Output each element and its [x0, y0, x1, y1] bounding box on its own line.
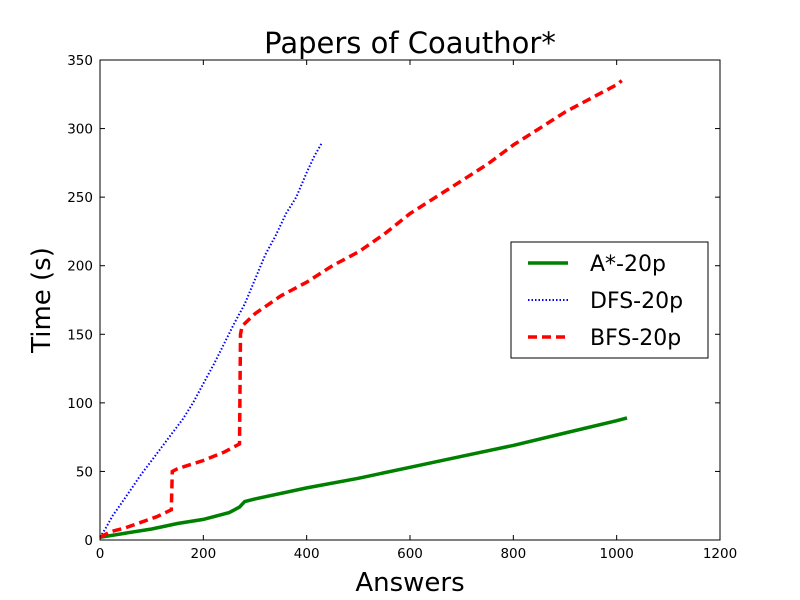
x-axis-title: Answers	[355, 568, 464, 598]
legend-label-3: BFS-20p	[590, 326, 681, 351]
y-tick-label: 200	[67, 259, 93, 275]
series-line-1	[99, 416, 628, 540]
y-tick-label: 0	[84, 533, 93, 549]
x-tick-label: 200	[190, 546, 216, 562]
x-tick-label: 1000	[599, 546, 633, 562]
y-tick-label: 50	[76, 464, 93, 480]
y-tick-label: 150	[67, 327, 93, 343]
y-tick-label: 300	[67, 122, 93, 138]
series-line-3	[99, 79, 623, 539]
y-axis-title: Time (s)	[27, 247, 57, 354]
series-layer	[99, 79, 628, 540]
legend-label-1: A*-20p	[590, 252, 666, 277]
ticks-layer: 0 200 400 600 800 1000 1200 0 50 100 150 200 250 300 3…	[67, 53, 737, 562]
y-tick-label: 350	[67, 53, 93, 69]
x-tick-label: 1200	[703, 546, 737, 562]
y-tick-label: 250	[67, 190, 93, 206]
series-line-2	[99, 141, 324, 538]
x-tick-label: 0	[96, 546, 105, 562]
x-tick-label: 600	[397, 546, 423, 562]
legend-label-2: DFS-20p	[590, 289, 683, 314]
legend: A*-20p DFS-20p BFS-20p	[510, 241, 709, 359]
legend-items: A*-20p DFS-20p BFS-20p	[528, 252, 683, 351]
x-tick-label: 400	[294, 546, 320, 562]
chart-title: Papers of Coauthor*	[264, 26, 556, 60]
y-tick-label: 100	[67, 396, 93, 412]
x-tick-label: 800	[500, 546, 526, 562]
